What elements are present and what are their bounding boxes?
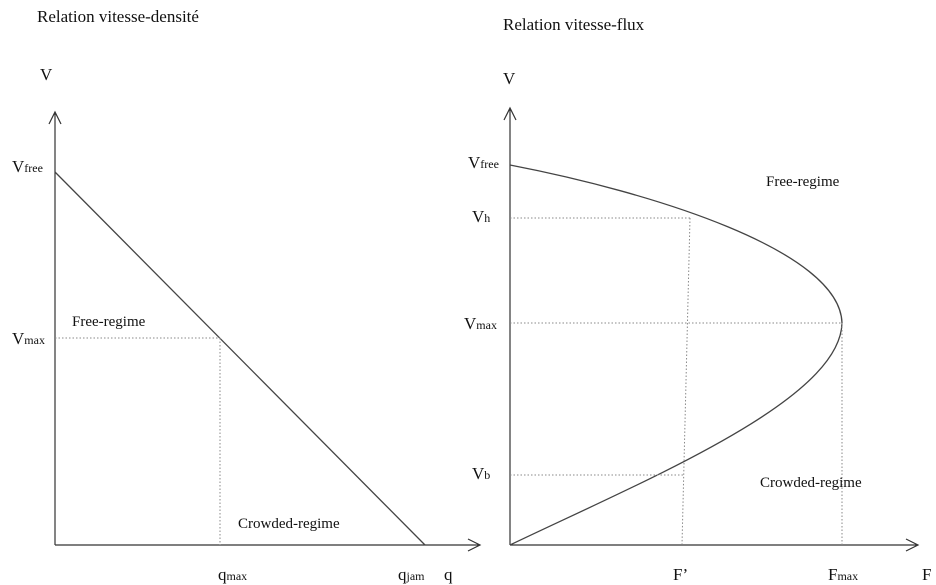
region-label: Crowded-regime bbox=[238, 516, 340, 532]
region-label: Free-regime bbox=[766, 174, 840, 190]
axis-label: V bbox=[40, 65, 53, 84]
tick-label: F’ bbox=[673, 565, 688, 584]
title: Relation vitesse-densité bbox=[37, 7, 199, 26]
tick-label: qmax bbox=[218, 565, 247, 584]
tick-label: Vmax bbox=[12, 329, 45, 348]
tick-label: Vfree bbox=[12, 157, 43, 176]
tick-label: Vh bbox=[472, 207, 490, 226]
axis-label: V bbox=[503, 69, 516, 88]
axis-label: q bbox=[444, 565, 453, 584]
tick-label: qjam bbox=[398, 565, 425, 584]
axes bbox=[48, 110, 482, 552]
region-label: Free-regime bbox=[72, 314, 146, 330]
axes bbox=[503, 106, 920, 552]
axis-label: F bbox=[922, 565, 931, 584]
tick-label: Vmax bbox=[464, 314, 497, 333]
curve bbox=[54, 171, 426, 546]
tick-label: Vfree bbox=[468, 153, 499, 172]
title: Relation vitesse-flux bbox=[503, 15, 645, 34]
tick-label: Fmax bbox=[828, 565, 858, 584]
guide bbox=[681, 217, 691, 546]
region-label: Crowded-regime bbox=[760, 475, 862, 491]
tick-label: Vb bbox=[472, 464, 490, 483]
